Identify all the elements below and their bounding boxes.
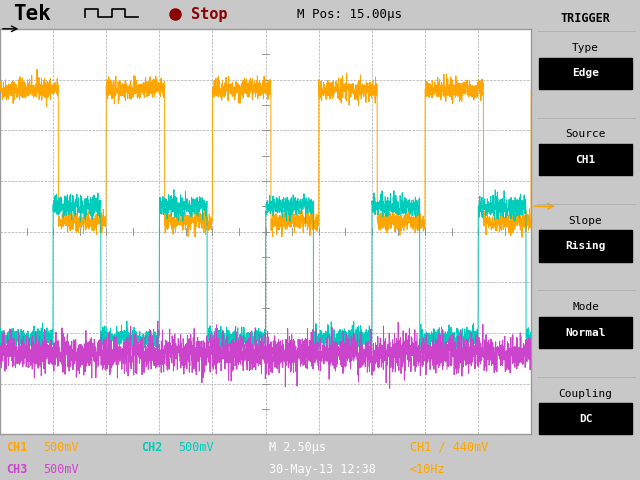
- Text: 500mV: 500mV: [44, 441, 79, 454]
- FancyBboxPatch shape: [540, 230, 632, 262]
- FancyBboxPatch shape: [540, 58, 632, 89]
- Text: M 2.50μs: M 2.50μs: [269, 441, 326, 454]
- Text: Rising: Rising: [565, 241, 606, 251]
- Text: <10Hz: <10Hz: [410, 464, 445, 477]
- Text: Edge: Edge: [572, 69, 599, 78]
- Text: CH2: CH2: [141, 441, 162, 454]
- Text: 30-May-13 12:38: 30-May-13 12:38: [269, 464, 376, 477]
- Text: TRIGGER: TRIGGER: [561, 12, 611, 25]
- Text: Mode: Mode: [572, 302, 599, 312]
- Text: CH1: CH1: [6, 441, 28, 454]
- FancyBboxPatch shape: [540, 403, 632, 434]
- Text: Stop: Stop: [191, 7, 228, 22]
- Text: Source: Source: [565, 130, 606, 139]
- FancyBboxPatch shape: [540, 317, 632, 348]
- Text: Normal: Normal: [565, 328, 606, 337]
- Text: DC: DC: [579, 414, 593, 424]
- Text: 500mV: 500mV: [44, 464, 79, 477]
- Text: CH1 / 440mV: CH1 / 440mV: [410, 441, 488, 454]
- Text: Tek: Tek: [13, 4, 51, 24]
- Text: 500mV: 500mV: [178, 441, 214, 454]
- Text: CH3: CH3: [6, 464, 28, 477]
- Text: CH1: CH1: [575, 155, 596, 165]
- Text: Slope: Slope: [569, 216, 602, 226]
- FancyBboxPatch shape: [540, 144, 632, 175]
- Text: M Pos: 15.00μs: M Pos: 15.00μs: [298, 8, 403, 21]
- Text: Coupling: Coupling: [559, 389, 612, 398]
- Text: Type: Type: [572, 43, 599, 53]
